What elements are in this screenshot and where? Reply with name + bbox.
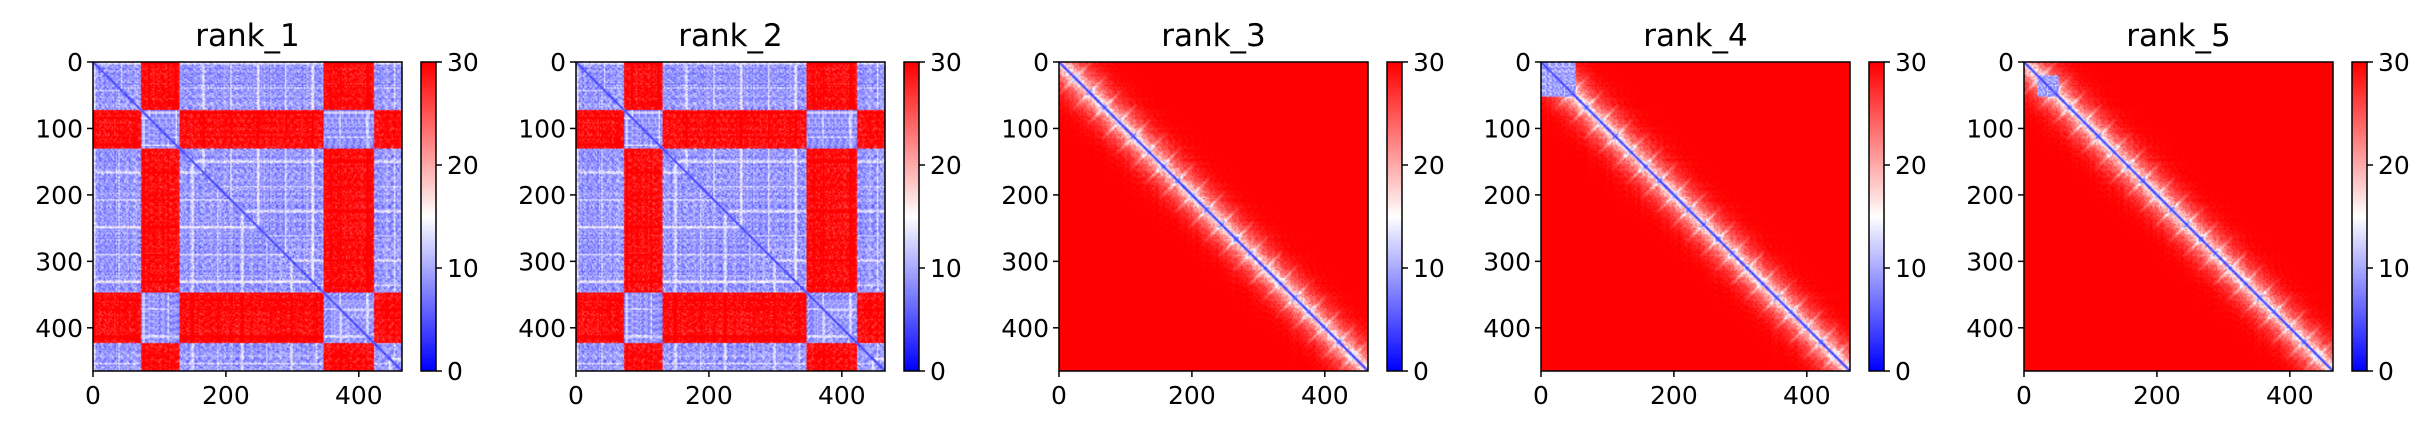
- heatmap-panel-4: rank_4 0 100 200 300 400 0 200 400 0 10 20 30: [1483, 18, 1927, 410]
- x-tick-label: 200: [685, 381, 733, 410]
- colorbar-tick-label: 30: [2378, 48, 2410, 77]
- colorbar-tick-label: 10: [447, 254, 479, 283]
- y-tick-label: 200: [1483, 181, 1531, 210]
- colorbar-frame: [2351, 61, 2368, 372]
- y-tick-label: 0: [1998, 48, 2014, 77]
- colorbar-frame: [1868, 61, 1885, 372]
- x-tick-label: 200: [1168, 381, 1216, 410]
- axes-frame: [92, 61, 403, 372]
- y-tick-label: 200: [35, 181, 83, 210]
- x-tick-label: 400: [2266, 381, 2314, 410]
- x-tick-label: 400: [1783, 381, 1831, 410]
- y-tick-label: 100: [1966, 114, 2014, 143]
- colorbar-tick-label: 0: [447, 357, 463, 386]
- axes-frame: [1540, 61, 1851, 372]
- y-tick-label: 400: [35, 314, 83, 343]
- axes-frame: [1058, 61, 1369, 372]
- x-tick-label: 200: [1650, 381, 1698, 410]
- y-tick-label: 200: [518, 181, 566, 210]
- panel-title: rank_3: [1161, 18, 1266, 54]
- y-tick-label: 100: [1483, 114, 1531, 143]
- colorbar-tick-label: 30: [1895, 48, 1927, 77]
- y-tick-label: 100: [518, 114, 566, 143]
- colorbar-tick-label: 30: [1413, 48, 1445, 77]
- colorbar: [1869, 62, 1884, 371]
- y-tick-label: 400: [1483, 314, 1531, 343]
- x-tick-label: 0: [2016, 381, 2032, 410]
- panel-title: rank_4: [1643, 18, 1748, 54]
- panel-title: rank_2: [678, 18, 783, 54]
- y-tick-label: 300: [1966, 247, 2014, 276]
- colorbar: [904, 62, 919, 371]
- colorbar-tick-label: 30: [447, 48, 479, 77]
- y-tick-label: 200: [1001, 181, 1049, 210]
- x-tick-label: 400: [1301, 381, 1349, 410]
- y-tick-label: 100: [35, 114, 83, 143]
- colorbar-tick-label: 20: [1413, 151, 1445, 180]
- colorbar-tick-label: 30: [930, 48, 962, 77]
- y-tick-label: 400: [1001, 314, 1049, 343]
- y-tick-label: 300: [1001, 247, 1049, 276]
- y-tick-label: 0: [1515, 48, 1531, 77]
- colorbar-tick-label: 0: [1895, 357, 1911, 386]
- x-tick-label: 400: [818, 381, 866, 410]
- heatmap-cells: [1541, 62, 1850, 371]
- heatmap-cells: [93, 62, 402, 371]
- colorbar-frame: [903, 61, 920, 372]
- colorbar-tick-label: 10: [1895, 254, 1927, 283]
- y-tick-label: 100: [1001, 114, 1049, 143]
- x-tick-label: 0: [1533, 381, 1549, 410]
- y-tick-label: 400: [1966, 314, 2014, 343]
- y-tick-label: 0: [67, 48, 83, 77]
- axes-frame: [2023, 61, 2334, 372]
- colorbar-tick-label: 0: [2378, 357, 2394, 386]
- heatmap-cells: [1059, 62, 1368, 371]
- colorbar-tick-label: 20: [1895, 151, 1927, 180]
- x-tick-label: 200: [202, 381, 250, 410]
- y-tick-label: 300: [1483, 247, 1531, 276]
- heatmap-panel-2: rank_2 0 100 200 300 400 0 200 400 0 10 20 30: [518, 18, 962, 410]
- y-tick-label: 0: [550, 48, 566, 77]
- x-tick-label: 0: [85, 381, 101, 410]
- colorbar-frame: [420, 61, 437, 372]
- colorbar-tick-label: 20: [930, 151, 962, 180]
- colorbar-tick-label: 10: [1413, 254, 1445, 283]
- heatmap-cells: [576, 62, 885, 371]
- y-tick-label: 300: [518, 247, 566, 276]
- y-tick-label: 0: [1033, 48, 1049, 77]
- heatmap-panel-1: rank_1 0 100 200 300 400 0 200 400 0 10 20 30: [35, 18, 479, 410]
- colorbar-tick-label: 10: [2378, 254, 2410, 283]
- y-tick-label: 400: [518, 314, 566, 343]
- x-tick-label: 0: [1051, 381, 1067, 410]
- heatmap-panel-5: rank_5 0 100 200 300 400 0 200 400 0 10 20 30: [1966, 18, 2410, 410]
- y-tick-label: 200: [1966, 181, 2014, 210]
- colorbar: [2352, 62, 2367, 371]
- heatmap-cells: [2024, 62, 2333, 371]
- x-tick-label: 400: [335, 381, 383, 410]
- heatmap-panel-3: rank_3 0 100 200 300 400 0 200 400 0 10 20 30: [1001, 18, 1445, 410]
- y-tick-label: 300: [35, 247, 83, 276]
- colorbar: [421, 62, 436, 371]
- x-tick-label: 0: [568, 381, 584, 410]
- colorbar-tick-label: 10: [930, 254, 962, 283]
- panel-title: rank_5: [2126, 18, 2231, 54]
- colorbar-frame: [1386, 61, 1403, 372]
- colorbar-tick-label: 20: [447, 151, 479, 180]
- colorbar-tick-label: 0: [930, 357, 946, 386]
- colorbar-tick-label: 0: [1413, 357, 1429, 386]
- panel-title: rank_1: [195, 18, 300, 54]
- axes-frame: [575, 61, 886, 372]
- x-tick-label: 200: [2133, 381, 2181, 410]
- colorbar-tick-label: 20: [2378, 151, 2410, 180]
- colorbar: [1387, 62, 1402, 371]
